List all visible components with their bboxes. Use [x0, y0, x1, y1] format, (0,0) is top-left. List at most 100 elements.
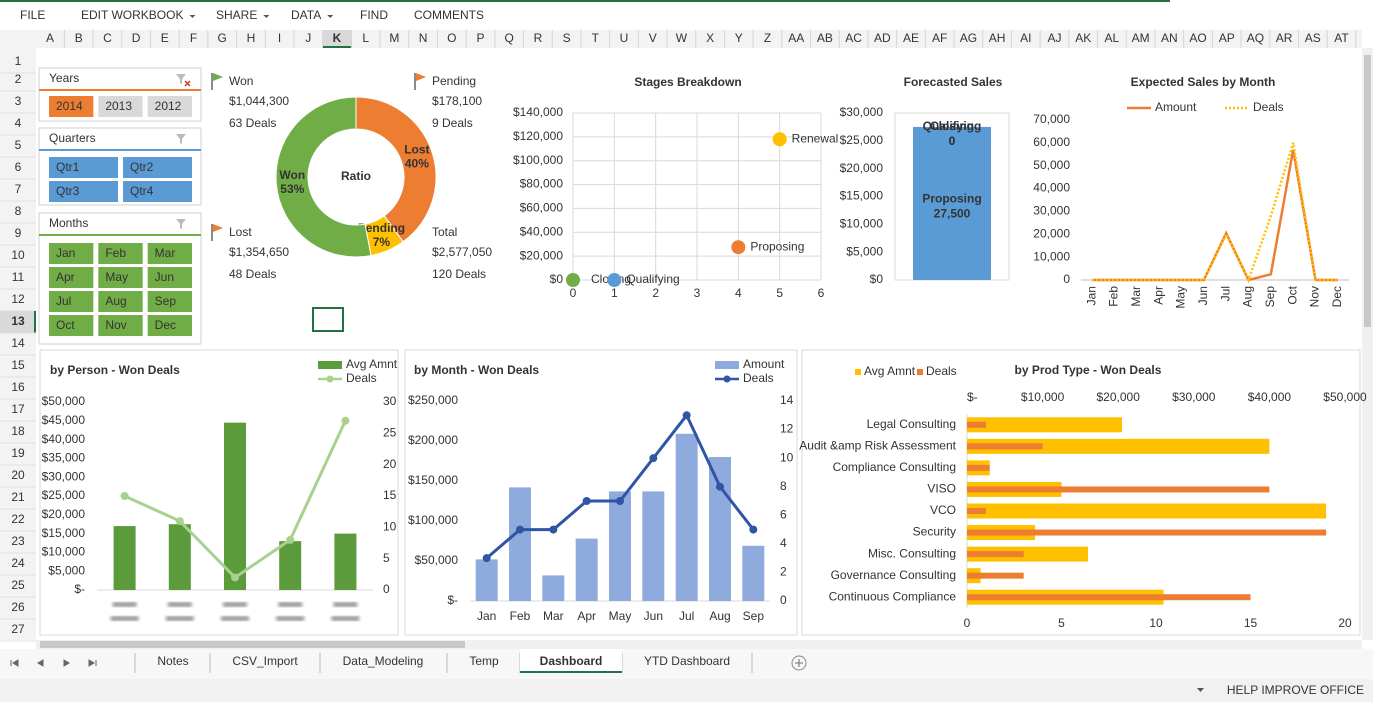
row-header[interactable]: 8 [15, 204, 22, 218]
column-header[interactable]: AP [1219, 31, 1235, 45]
horizontal-scroll-thumb[interactable] [40, 641, 465, 648]
slicer-item[interactable]: Jul [56, 294, 71, 308]
slicer-item[interactable]: Qtr3 [56, 184, 80, 198]
sheet-tab[interactable]: CSV_Import [232, 654, 298, 668]
slicer-button[interactable] [49, 181, 118, 202]
row-header[interactable]: 12 [11, 292, 25, 306]
slicer-item[interactable]: 2014 [56, 99, 83, 113]
row-header[interactable]: 22 [11, 512, 25, 526]
column-header[interactable]: AS [1305, 31, 1321, 45]
tab-scroll-button[interactable] [88, 659, 97, 667]
column-header[interactable]: R [534, 31, 543, 45]
slicer-item[interactable]: Jan [56, 246, 75, 260]
column-header[interactable]: A [46, 31, 54, 45]
filter-icon[interactable] [176, 74, 186, 84]
column-header[interactable]: D [132, 31, 141, 45]
sheet-tab[interactable]: YTD Dashboard [644, 654, 730, 668]
horizontal-scrollbar[interactable] [36, 640, 1362, 649]
row-header[interactable]: 3 [15, 94, 22, 108]
slicer-item[interactable]: Oct [56, 318, 75, 332]
slicer-button[interactable] [49, 291, 94, 312]
slicer-button[interactable] [49, 267, 94, 288]
slicer-button[interactable] [147, 315, 192, 336]
row-header[interactable]: 1 [15, 54, 22, 68]
column-header[interactable]: K [333, 31, 342, 45]
slicer-button[interactable] [147, 291, 192, 312]
slicer-item[interactable]: Mar [155, 246, 176, 260]
tab-scroll-button[interactable] [10, 659, 19, 667]
column-header[interactable]: Z [764, 31, 771, 45]
column-header[interactable]: AC [845, 31, 862, 45]
row-header[interactable]: 14 [11, 336, 25, 350]
row-header[interactable]: 4 [15, 116, 22, 130]
slicer-button[interactable] [123, 181, 192, 202]
row-header[interactable]: 19 [11, 446, 25, 460]
column-header[interactable]: H [247, 31, 256, 45]
slicer-button[interactable] [49, 96, 94, 117]
sheet-tab[interactable]: Dashboard [540, 654, 603, 668]
column-header[interactable]: S [563, 31, 571, 45]
slicer-item[interactable]: May [105, 270, 128, 284]
column-header[interactable]: G [218, 31, 227, 45]
column-header[interactable]: AE [903, 31, 919, 45]
slicer-item[interactable]: Feb [105, 246, 126, 260]
column-header[interactable]: Y [735, 31, 743, 45]
column-header[interactable]: AI [1020, 31, 1031, 45]
slicer-item[interactable]: Qtr4 [130, 184, 154, 198]
row-header[interactable]: 2 [15, 72, 22, 86]
row-header[interactable]: 26 [11, 600, 25, 614]
slicer-item[interactable]: Qtr2 [130, 160, 154, 174]
slicer-item[interactable]: Sep [155, 294, 177, 308]
column-header[interactable]: P [476, 31, 484, 45]
column-header[interactable]: AH [989, 31, 1006, 45]
tab-scroll-button[interactable] [37, 659, 44, 667]
row-header[interactable]: 6 [15, 160, 22, 174]
row-header[interactable]: 5 [15, 138, 22, 152]
slicer-button[interactable] [147, 267, 192, 288]
column-header[interactable]: AF [932, 31, 947, 45]
column-header[interactable]: J [305, 31, 311, 45]
column-header[interactable]: AG [960, 31, 977, 45]
menu-item[interactable]: SHARE [216, 8, 257, 22]
column-header[interactable]: AD [874, 31, 891, 45]
row-header[interactable]: 15 [11, 358, 25, 372]
active-tab[interactable] [520, 649, 622, 673]
row-header[interactable]: 11 [12, 270, 25, 284]
slicer-item[interactable]: 2012 [155, 99, 182, 113]
tab-scroll-button[interactable] [63, 659, 70, 667]
column-header[interactable]: V [649, 31, 657, 45]
column-header[interactable]: E [161, 31, 169, 45]
column-header[interactable]: AA [788, 31, 804, 45]
slicer-button[interactable] [98, 267, 143, 288]
slicer-item[interactable]: Apr [56, 270, 75, 284]
row-header[interactable]: 21 [11, 490, 25, 504]
column-header[interactable]: M [389, 31, 399, 45]
column-header[interactable]: AR [1276, 31, 1293, 45]
sheet-tab[interactable]: Temp [469, 654, 499, 668]
column-header[interactable]: I [278, 31, 281, 45]
row-header[interactable]: 13 [11, 314, 25, 328]
row-header[interactable]: 25 [11, 578, 25, 592]
column-header[interactable]: AK [1075, 31, 1091, 45]
row-header[interactable]: 7 [15, 182, 22, 196]
slicer-button[interactable] [49, 315, 94, 336]
slicer-item[interactable]: Nov [105, 318, 126, 332]
row-header[interactable]: 17 [11, 402, 25, 416]
column-header[interactable]: AQ [1247, 31, 1264, 45]
menu-item[interactable]: FILE [20, 8, 45, 22]
row-header[interactable]: 27 [11, 622, 25, 636]
row-header[interactable]: 10 [11, 248, 25, 262]
column-header[interactable]: AB [817, 31, 833, 45]
add-sheet-button[interactable] [791, 655, 807, 671]
filter-icon[interactable] [176, 219, 186, 229]
column-header[interactable]: C [103, 31, 112, 45]
status-text[interactable]: HELP IMPROVE OFFICE [1227, 683, 1364, 697]
row-header[interactable]: 23 [11, 534, 25, 548]
column-header[interactable]: T [592, 31, 600, 45]
column-header[interactable]: N [419, 31, 428, 45]
slicer-button[interactable] [98, 96, 143, 117]
slicer-button[interactable] [98, 315, 143, 336]
menu-item[interactable]: DATA [291, 8, 321, 22]
sheet-tab[interactable]: Data_Modeling [343, 654, 424, 668]
column-header[interactable]: AJ [1047, 31, 1061, 45]
